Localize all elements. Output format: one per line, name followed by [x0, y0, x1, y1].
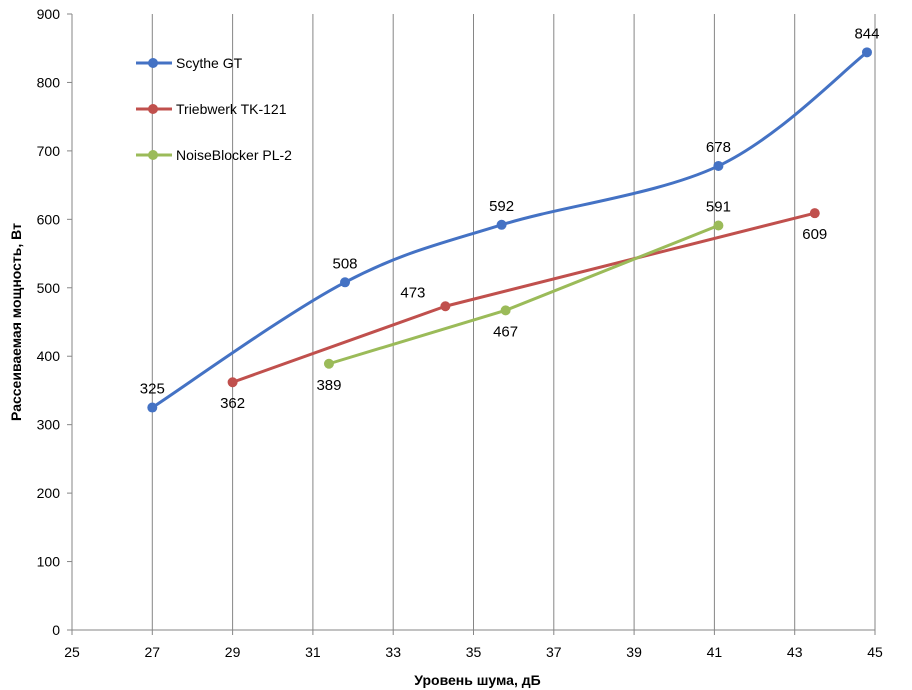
data-label: 508 [333, 255, 358, 272]
data-label: 325 [140, 381, 165, 398]
data-point [340, 277, 351, 288]
y-tick-label: 600 [37, 211, 61, 227]
x-tick-label: 33 [385, 644, 401, 660]
y-tick-label: 300 [37, 417, 61, 433]
vertical-gridlines [151, 14, 876, 630]
legend: Scythe GT Triebwerk TK-121 NoiseBlocker PL… [136, 55, 292, 163]
data-point [323, 358, 334, 369]
legend-swatch-marker [148, 150, 158, 160]
data-point [500, 305, 511, 316]
y-tick-label: 200 [37, 485, 61, 501]
x-tick-label: 43 [787, 644, 803, 660]
data-label: 473 [400, 284, 425, 301]
x-tick-label: 25 [64, 644, 80, 660]
legend-entry-1: Triebwerk TK-121 [136, 101, 287, 117]
legend-entry-0: Scythe GT [136, 55, 243, 71]
data-label: 467 [493, 323, 518, 340]
data-label: 591 [706, 198, 731, 215]
x-tick-label: 41 [707, 644, 723, 660]
y-tick-label: 0 [52, 622, 60, 638]
series-layer [147, 47, 872, 413]
x-tick-label: 27 [145, 644, 161, 660]
legend-label: Scythe GT [176, 55, 243, 71]
y-tick-label: 700 [37, 143, 61, 159]
x-tick-label: 35 [466, 644, 482, 660]
data-labels: 325 508 592 678 844 362 473 609 389 467 591 [140, 25, 880, 412]
axes: 25 27 29 31 33 35 37 39 41 43 45 0 100 200 300 400 500 60… [37, 6, 883, 660]
data-label: 844 [854, 25, 879, 42]
data-label: 592 [489, 198, 514, 215]
data-point [713, 220, 724, 231]
y-tick-label: 400 [37, 348, 61, 364]
data-label: 362 [220, 395, 245, 412]
data-point [809, 208, 820, 219]
x-tick-label: 37 [546, 644, 562, 660]
data-point [496, 219, 507, 230]
y-tick-label: 100 [37, 554, 61, 570]
x-tick-label: 45 [867, 644, 883, 660]
y-tick-label: 800 [37, 74, 61, 90]
x-axis-title: Уровень шума, дБ [414, 672, 540, 688]
data-label: 389 [316, 377, 341, 394]
legend-swatch-marker [148, 58, 158, 68]
y-axis-title: Рассеиваемая мощность, Вт [8, 223, 24, 421]
y-tick-label: 900 [37, 6, 61, 22]
data-point [440, 301, 451, 312]
legend-entry-2: NoiseBlocker PL-2 [136, 147, 292, 163]
data-point [227, 377, 238, 388]
y-tick-label: 500 [37, 280, 61, 296]
legend-label: NoiseBlocker PL-2 [176, 147, 292, 163]
data-point [147, 402, 158, 413]
data-point [713, 160, 724, 171]
legend-swatch-marker [148, 104, 158, 114]
data-point [861, 47, 872, 58]
x-tick-label: 31 [305, 644, 321, 660]
data-label: 609 [802, 226, 827, 243]
series-line-2 [327, 223, 720, 366]
legend-label: Triebwerk TK-121 [176, 101, 287, 117]
x-tick-label: 39 [626, 644, 642, 660]
x-tick-label: 29 [225, 644, 241, 660]
data-label: 678 [706, 139, 731, 156]
